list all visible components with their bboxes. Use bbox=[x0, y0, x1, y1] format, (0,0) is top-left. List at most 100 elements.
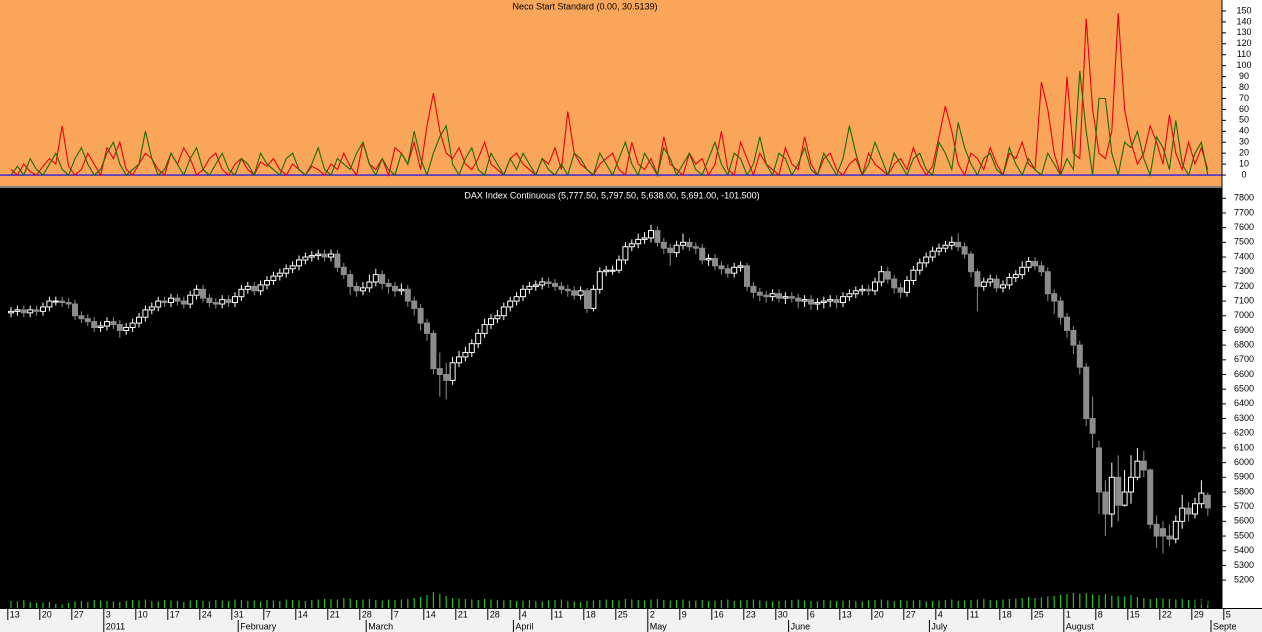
candle-body bbox=[398, 288, 405, 292]
month-label: August bbox=[1066, 621, 1095, 631]
candle-body bbox=[699, 247, 706, 261]
y-tick-label: 7700 bbox=[1234, 207, 1254, 217]
x-tick-label: 9 bbox=[682, 609, 687, 619]
y-tick-label: 150 bbox=[1236, 5, 1251, 15]
volume-bar bbox=[10, 601, 12, 608]
candle-body bbox=[366, 281, 373, 289]
y-tick-label: 6200 bbox=[1234, 428, 1254, 438]
candle-body bbox=[97, 325, 104, 329]
volume-bar bbox=[586, 601, 588, 608]
candle-body bbox=[264, 280, 270, 286]
volume-bar bbox=[1015, 598, 1017, 608]
candle-body bbox=[545, 281, 552, 284]
volume-bar bbox=[848, 600, 850, 608]
candle-body bbox=[392, 285, 398, 292]
volume-bar bbox=[1149, 599, 1151, 608]
volume-bar bbox=[759, 600, 761, 608]
date-axis-strip bbox=[0, 608, 1262, 632]
candle-body bbox=[46, 300, 53, 308]
candle-body bbox=[116, 324, 123, 331]
candle-body bbox=[1044, 271, 1051, 295]
candle-body bbox=[187, 294, 194, 305]
volume-bar bbox=[791, 600, 793, 608]
candle-body bbox=[257, 284, 264, 292]
volume-bar bbox=[55, 604, 57, 608]
candle-body bbox=[916, 262, 923, 271]
candle-body bbox=[347, 274, 354, 287]
candle-body bbox=[276, 272, 283, 277]
candle-body bbox=[123, 327, 130, 331]
candle-body bbox=[808, 299, 814, 305]
candle-body bbox=[552, 282, 558, 287]
volume-bar bbox=[151, 601, 153, 608]
candle-body bbox=[296, 259, 302, 267]
candle-body bbox=[987, 278, 994, 283]
volume-bar bbox=[1028, 597, 1030, 608]
volume-bar bbox=[919, 600, 921, 608]
y-tick-label: 90 bbox=[1239, 71, 1249, 81]
candle-body bbox=[795, 297, 802, 302]
x-tick-label: 11 bbox=[970, 609, 979, 619]
candle-body bbox=[360, 287, 366, 292]
candle-body bbox=[27, 309, 34, 314]
volume-bar bbox=[912, 600, 914, 608]
y-tick-label: 6600 bbox=[1234, 369, 1254, 379]
volume-bar bbox=[1104, 594, 1106, 608]
volume-bar bbox=[880, 599, 882, 608]
candle-body bbox=[212, 302, 219, 305]
volume-bar bbox=[1175, 599, 1177, 608]
volume-bar bbox=[1181, 599, 1183, 608]
volume-bar bbox=[554, 600, 556, 608]
candle-body bbox=[385, 282, 392, 287]
candle-body bbox=[603, 269, 610, 273]
y-tick-label: 7500 bbox=[1234, 237, 1254, 247]
x-tick-label: 15 bbox=[1130, 609, 1140, 619]
indicator-line bbox=[10, 13, 1209, 178]
candle-body bbox=[724, 268, 731, 274]
volume-bar bbox=[612, 600, 614, 608]
candle-body bbox=[372, 274, 379, 283]
volume-bar bbox=[855, 601, 857, 608]
volume-bar bbox=[240, 600, 242, 608]
volume-bar bbox=[394, 600, 396, 608]
candle-body bbox=[782, 296, 789, 299]
volume-bar bbox=[740, 600, 742, 608]
volume-bar bbox=[407, 599, 409, 608]
candle-body bbox=[1000, 284, 1006, 289]
candle-body bbox=[584, 290, 590, 309]
candle-body bbox=[532, 284, 539, 287]
volume-bar bbox=[375, 600, 377, 608]
volume-bar bbox=[1162, 598, 1164, 608]
volume-bar bbox=[1130, 595, 1132, 608]
candle-body bbox=[993, 278, 1000, 289]
candle-body bbox=[616, 259, 622, 271]
candle-body bbox=[52, 300, 59, 303]
x-tick-label: 31 bbox=[234, 609, 244, 619]
volume-bar bbox=[893, 601, 895, 608]
candle-body bbox=[1166, 535, 1173, 540]
candle-body bbox=[1185, 507, 1192, 515]
volume-bar bbox=[138, 600, 140, 608]
y-tick-label: 6700 bbox=[1234, 354, 1254, 364]
month-label: July bbox=[931, 621, 948, 631]
x-tick-label: 21 bbox=[330, 609, 340, 619]
candle-body bbox=[436, 368, 443, 376]
candle-body bbox=[712, 257, 718, 267]
volume-bar bbox=[1124, 596, 1126, 608]
volume-bar bbox=[93, 600, 95, 608]
x-tick-label: 18 bbox=[1002, 609, 1012, 619]
volume-bar bbox=[708, 601, 710, 608]
candle-body bbox=[270, 275, 277, 282]
candle-body bbox=[443, 374, 450, 381]
candle-body bbox=[308, 255, 315, 258]
volume-bar bbox=[573, 601, 575, 608]
volume-bar bbox=[208, 601, 210, 608]
volume-bar bbox=[234, 599, 236, 608]
volume-bar bbox=[68, 603, 70, 608]
volume-bar bbox=[388, 599, 390, 608]
candle-body bbox=[302, 256, 309, 261]
x-tick-label: 28 bbox=[490, 609, 500, 619]
volume-bar bbox=[784, 600, 786, 608]
y-tick-label: 20 bbox=[1239, 148, 1249, 158]
